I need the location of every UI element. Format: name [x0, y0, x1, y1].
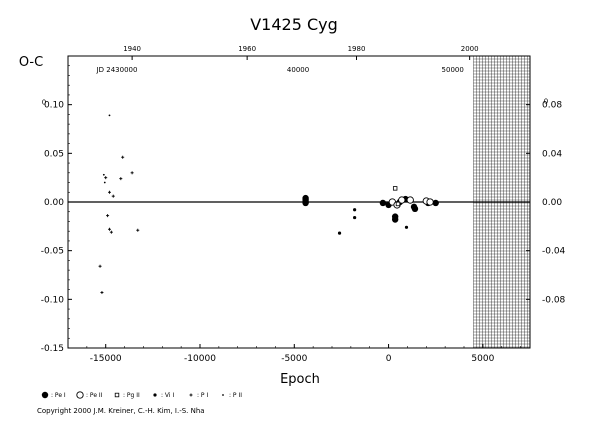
data-point: [119, 177, 123, 181]
jd-tick-label: 50000: [442, 66, 464, 74]
right-tick-label: -0.04: [542, 247, 566, 257]
data-point: [337, 231, 342, 235]
x-axis-ticks: -15000 -10000 -5000 0 5000: [67, 344, 521, 364]
x-tick-label: 5000: [471, 354, 494, 364]
data-point: [100, 291, 104, 295]
legend-label: : P II: [229, 392, 242, 399]
data-point: [107, 227, 111, 231]
year-tick-label: 1980: [348, 45, 366, 53]
data-point: [111, 194, 115, 198]
year-axis-ticks: 1940 1960 1980 2000: [123, 45, 479, 60]
legend-marker: [153, 393, 157, 397]
y-axis-ticks: -0.15 -0.10 -0.05 0.00 0.05 0.100: [41, 55, 72, 354]
legend-label: : P I: [197, 392, 208, 399]
jd-tick-label: 40000: [287, 66, 309, 74]
data-point: [103, 181, 106, 184]
y-tick-label: 0.00: [44, 198, 64, 208]
right-partial-label: 0: [544, 97, 548, 105]
data-point: [102, 173, 105, 176]
year-tick-label: 2000: [461, 45, 479, 53]
data-point: [108, 114, 111, 117]
y-tick-label: 0.05: [44, 149, 64, 159]
data-points: [98, 114, 439, 295]
year-tick-label: 1960: [238, 45, 256, 53]
legend-marker: [41, 391, 49, 399]
legend-marker: [189, 393, 193, 397]
data-point: [406, 196, 414, 204]
data-point: [136, 228, 140, 232]
data-point: [404, 225, 409, 229]
data-point: [411, 205, 419, 213]
x-tick-label: -15000: [90, 354, 122, 364]
jd-tick-label: JD 2430000: [96, 66, 138, 74]
data-point: [109, 230, 113, 234]
y-tick-label: -0.15: [41, 344, 64, 354]
copyright-text: Copyright 2000 J.M. Kreiner, C.-H. Kim, …: [37, 407, 205, 415]
jd-axis-ticks: JD 2430000 40000 50000: [96, 66, 464, 74]
data-point: [353, 208, 357, 212]
x-tick-label: -5000: [281, 354, 307, 364]
data-point: [130, 171, 134, 175]
legend-marker: [222, 394, 224, 396]
data-point: [398, 196, 406, 204]
right-tick-label: 0.04: [542, 149, 562, 159]
right-tick-label: 0.08: [542, 101, 562, 111]
data-point: [107, 190, 111, 194]
y-partial-label: 0: [42, 99, 46, 107]
data-point: [426, 198, 434, 206]
year-tick-label: 1940: [123, 45, 141, 53]
y-tick-label: -0.10: [41, 295, 65, 305]
legend-marker: [114, 392, 120, 398]
data-point: [302, 194, 309, 202]
legend-label: : Vi I: [161, 392, 174, 399]
data-point: [302, 199, 309, 207]
legend-label: : Pe II: [86, 392, 103, 399]
data-point: [98, 264, 102, 268]
legend-label: : Pg II: [123, 392, 140, 399]
x-axis-label: Epoch: [280, 372, 320, 387]
data-point: [432, 199, 439, 207]
chart-title: V1425 Cyg: [250, 15, 338, 34]
data-point: [391, 216, 399, 223]
x-tick-label: -10000: [184, 354, 216, 364]
legend-label: : Pe I: [51, 392, 66, 399]
data-point: [379, 199, 387, 207]
right-tick-label: 0.00: [542, 198, 562, 208]
data-point: [104, 176, 108, 180]
data-point: [353, 215, 357, 220]
data-point: [395, 201, 401, 207]
right-axis-ticks: -0.08 -0.04 0.00 0.04 0.080: [526, 97, 566, 305]
y-tick-label: -0.05: [41, 247, 64, 257]
x-tick-label: 0: [386, 354, 392, 364]
data-point: [121, 155, 125, 159]
legend-marker: [76, 391, 84, 399]
data-point: [106, 214, 110, 218]
legend: : Pe I : Pe II : Pg II : Vi I : P I : P II: [41, 391, 242, 399]
y-axis-label: O-C: [19, 55, 43, 70]
data-point: [392, 186, 398, 191]
right-tick-label: -0.08: [542, 295, 566, 305]
y-tick-label: 0.10: [44, 101, 64, 111]
